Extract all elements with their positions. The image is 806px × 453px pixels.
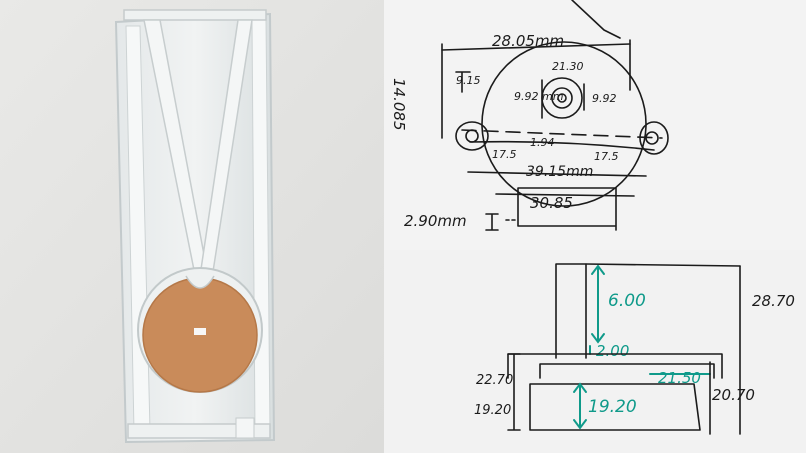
photo-acrylic-pendulum [0,0,384,453]
frame-bottom-bar [127,423,271,439]
dim-post-teal [591,264,605,344]
label-ear-right: 17.5 [594,150,619,163]
arm-lower-edge [469,140,655,151]
label-left-top: 22.70 [476,373,513,388]
pendulum-illustration [0,0,384,453]
dim-small-left [455,71,471,93]
label-width-top: 28.05mm [492,32,564,50]
disc-center-slot [194,328,206,335]
whiteboard-sketch-side-view: 6.00 2.00 28.70 21.50 19.20 22.70 19.20 … [384,250,806,453]
stray-stroke [571,0,621,39]
dim-ticks-top [441,39,631,139]
top-extension [585,263,741,267]
label-total-height: 28.70 [752,292,795,310]
dim-thickness [485,213,499,231]
label-gap: 2.00 [596,342,629,360]
label-right-height: 20.70 [712,386,755,404]
arm-centerline [461,129,663,139]
body-outline [529,383,701,431]
label-left-bottom: 19.20 [474,403,511,418]
ear-left-hole [465,129,479,143]
inner-dims [541,79,585,119]
label-ear-left: 17.5 [492,148,517,161]
label-thickness: 2.90mm [404,212,467,230]
step-middle [539,363,715,379]
label-body-height: 19.20 [588,397,637,417]
inner-ring-mid [551,87,573,109]
label-base-width: 30.85 [530,194,573,212]
dim-body-teal [573,382,587,430]
label-total-width: 39.15mm [526,164,593,180]
ear-right-hole [645,131,659,145]
label-inner-left: 9.92 mm [514,90,563,103]
frame-top-bar [123,9,267,21]
side-view-drawing: 6.00 2.00 28.70 21.50 19.20 22.70 19.20 … [474,263,795,435]
top-view-drawing: 28.05mm 14.085 9.15 21.30 9.92 mm 9.92 1… [390,0,669,231]
label-small-top: 21.30 [552,60,584,73]
dim-line-total [467,171,647,177]
label-small-left: 9.15 [456,74,481,87]
bottom-clamp [235,417,255,439]
ear-left [455,121,489,151]
label-step: 21.50 [658,369,701,387]
dim-left [507,353,521,431]
label-upper-post: 6.00 [608,291,646,311]
step-upper [507,353,723,379]
label-height-left: 14.085 [390,78,408,131]
arm-tip-mount [185,275,215,289]
base-rect [517,187,617,231]
ear-right [639,121,669,155]
dim-line-base [495,193,635,197]
post-outline [555,263,587,359]
label-inner-right: 9.92 [592,92,617,105]
inner-ring-center [557,93,567,103]
whiteboard-sketch-top-view: 28.05mm 14.085 9.15 21.30 9.92 mm 9.92 1… [384,0,806,250]
label-center: 1.94 [530,136,555,149]
